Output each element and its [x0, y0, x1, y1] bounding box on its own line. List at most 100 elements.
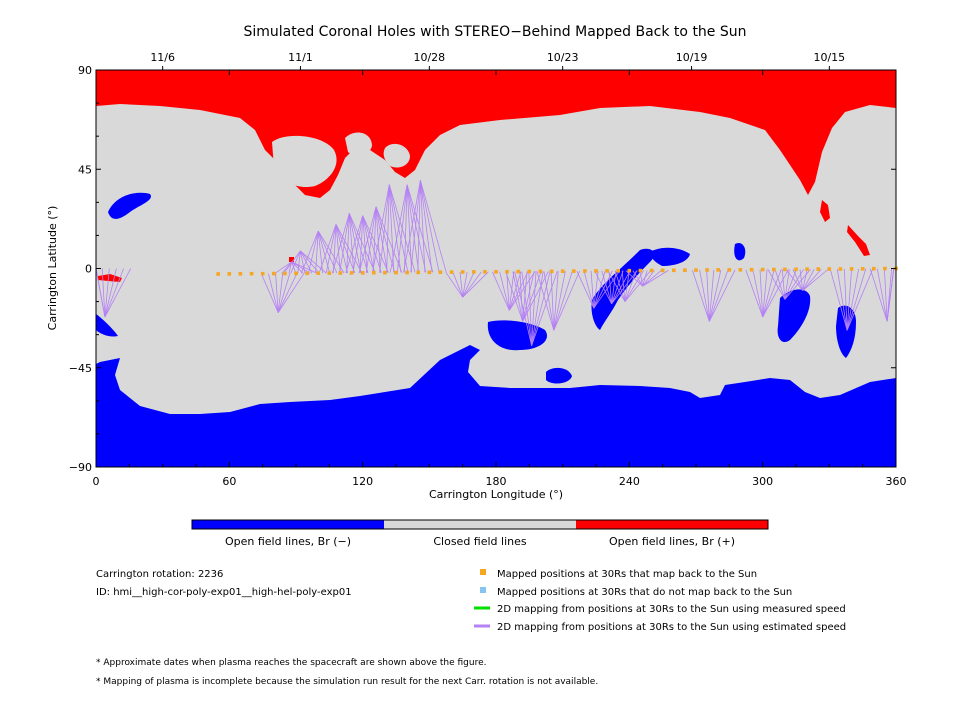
estimated-mapping-line — [445, 271, 464, 298]
estimated-mapping-line — [642, 270, 662, 287]
estimated-mapping-line — [614, 270, 626, 302]
estimated-mapping-line — [375, 206, 388, 273]
estimated-mapping-line — [499, 271, 510, 311]
estimated-mapping-lines — [95, 180, 895, 346]
estimated-mapping-line — [375, 206, 381, 273]
mapped-point — [838, 267, 843, 271]
estimated-mapping-line — [420, 180, 440, 273]
colorbar-positive — [576, 520, 768, 529]
axis-ticks: 0 60 120 180 240 300 360 90 45 0 −45 −90 11/6 11/1 10/… — [69, 51, 907, 488]
mapped-point — [216, 272, 220, 276]
estimated-mapping-line — [335, 224, 363, 273]
estimated-mapping-line — [553, 271, 559, 331]
mapped-point — [872, 266, 876, 271]
estimated-mapping-line — [420, 180, 426, 273]
estimated-mapping-line — [95, 268, 106, 318]
mapped-point — [794, 267, 798, 272]
mapped-point — [383, 270, 387, 275]
estimated-mapping-line — [531, 271, 544, 346]
mapped-point — [283, 271, 287, 276]
mapped-point — [227, 272, 232, 276]
estimated-mapping-line — [315, 230, 319, 274]
estimated-mapping-line — [396, 184, 408, 273]
colorbar-label-positive: Open field lines, Br (+) — [609, 535, 735, 548]
mapped-point — [527, 269, 532, 274]
estimated-mapping-line — [642, 270, 648, 287]
estimated-mapping-line — [348, 213, 376, 273]
estimated-mapping-line — [372, 184, 390, 273]
estimated-mapping-line — [846, 268, 874, 331]
estimated-mapping-line — [708, 269, 722, 322]
estimated-mapping-line — [522, 271, 542, 322]
estimated-mapping-line — [774, 269, 786, 300]
south-polar-negative-cap — [96, 345, 896, 467]
estimated-mapping-line — [752, 269, 764, 318]
estimated-mapping-line — [359, 215, 364, 273]
mapped-point — [583, 269, 587, 273]
mapped-point — [772, 267, 776, 272]
negative-patch — [650, 247, 690, 266]
estimated-mapping-line — [362, 215, 368, 273]
x-tick-label: 360 — [886, 475, 907, 488]
mapped-point — [660, 268, 665, 273]
estimated-mapping-line — [594, 270, 612, 304]
estimated-mapping-line — [536, 271, 555, 331]
x-tick-label: 0 — [93, 475, 100, 488]
mapped-point — [616, 269, 620, 273]
x-tick-label: 180 — [486, 475, 507, 488]
estimated-mapping-line — [275, 273, 279, 313]
mapped-point — [483, 270, 487, 274]
mapped-point — [549, 269, 554, 274]
mapped-point — [349, 271, 354, 275]
negative-patch — [546, 367, 572, 384]
estimated-mapping-line — [462, 271, 475, 298]
x-axis-label: Carrington Longitude (°) — [429, 488, 563, 501]
estimated-mapping-line — [375, 206, 396, 273]
mapped-point — [416, 270, 420, 275]
estimated-mapping-line — [784, 269, 790, 300]
estimated-mapping-line — [708, 269, 729, 322]
mapped-point — [572, 269, 576, 273]
estimated-mapping-line — [462, 271, 468, 298]
estimated-mapping-line — [762, 269, 789, 318]
estimated-mapping-line — [508, 271, 515, 311]
estimated-mapping-line — [462, 271, 482, 298]
estimated-mapping-line — [553, 271, 566, 331]
estimated-mapping-line — [281, 261, 292, 274]
estimated-mapping-line — [512, 271, 524, 322]
estimated-mapping-line — [514, 271, 532, 346]
estimated-mapping-line — [420, 180, 433, 273]
estimated-mapping-line — [346, 213, 350, 274]
estimated-mapping-line — [642, 270, 655, 287]
estimated-mapping-line — [869, 268, 888, 322]
estimated-mapping-line — [625, 270, 643, 287]
mapped-point — [849, 267, 854, 271]
mapped-point — [405, 270, 409, 275]
colorbar-closed — [384, 520, 576, 529]
estimated-mapping-line — [348, 213, 355, 273]
estimated-mapping-line — [297, 250, 301, 274]
estimated-mapping-line — [386, 184, 390, 273]
date-tick-label: 10/19 — [676, 51, 708, 64]
mapped-point — [260, 271, 265, 276]
mapped-point — [238, 272, 243, 276]
estimated-mapping-line — [876, 268, 888, 322]
estimated-mapping-line — [104, 268, 124, 318]
x-tick-label: 240 — [619, 475, 640, 488]
colorbar-frame — [191, 519, 769, 530]
estimated-mapping-line — [101, 268, 106, 318]
estimated-mapping-line — [372, 206, 377, 273]
estimated-mapping-line — [802, 269, 808, 291]
mapped-point — [249, 271, 254, 276]
colorbar-label-closed: Closed field lines — [433, 535, 527, 548]
estimated-mapping-line — [277, 273, 305, 313]
estimated-mapping-line — [420, 180, 447, 273]
estimated-mapping-line — [745, 269, 764, 318]
mapped-point — [327, 271, 332, 275]
mapped-point — [749, 267, 754, 272]
negative-patch — [734, 242, 746, 261]
mapped-point — [605, 269, 609, 273]
estimated-mapping-line — [335, 224, 341, 274]
estimated-mapping-line — [459, 271, 464, 298]
estimated-mapping-line — [403, 180, 421, 273]
